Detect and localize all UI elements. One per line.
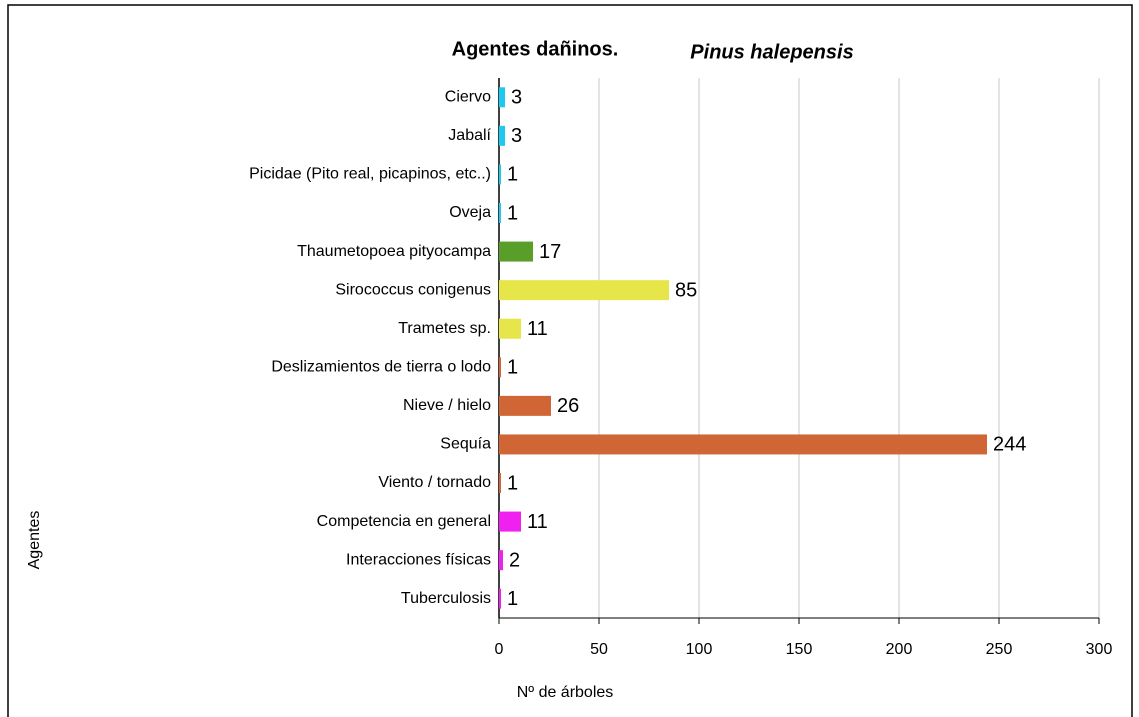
y-tick-label: Tuberculosis [401, 590, 491, 607]
y-tick-label: Picidae (Pito real, picapinos, etc..) [249, 166, 491, 183]
y-tick-label: Trametes sp. [398, 320, 491, 337]
data-label: 3 [511, 125, 522, 147]
bar [499, 164, 501, 185]
x-tick-label: 250 [986, 641, 1013, 658]
y-axis-label: Agentes [26, 511, 43, 570]
y-tick-label: Deslizamientos de tierra o lodo [271, 359, 491, 376]
data-label: 1 [507, 164, 518, 186]
y-tick-label: Sirococcus conigenus [335, 281, 491, 298]
data-label: 85 [675, 279, 697, 301]
data-label: 244 [993, 434, 1026, 456]
bar [499, 434, 987, 455]
data-label: 11 [527, 318, 548, 340]
chart-title: Agentes dañinos. [452, 38, 619, 60]
y-tick-label: Viento / tornado [378, 474, 491, 491]
y-tick-label: Jabalí [448, 127, 491, 144]
x-tick-label: 0 [495, 641, 504, 658]
bar [499, 280, 669, 301]
data-label: 26 [557, 395, 579, 417]
x-tick-label: 100 [686, 641, 713, 658]
y-tick-label: Ciervo [445, 89, 491, 106]
data-label: 3 [511, 87, 522, 109]
x-axis-label: Nº de árboles [517, 684, 614, 701]
y-tick-label: Oveja [449, 204, 491, 221]
y-tick-label: Nieve / hielo [403, 397, 491, 414]
data-label: 11 [527, 511, 548, 533]
data-label: 1 [507, 472, 518, 494]
bar [499, 395, 551, 416]
bar [499, 203, 501, 223]
bar [499, 87, 505, 108]
x-tick-label: 300 [1086, 641, 1113, 658]
bar [499, 241, 533, 262]
x-tick-label: 150 [786, 641, 813, 658]
chart-frame [7, 4, 1133, 717]
bar [499, 550, 503, 571]
x-tick-label: 200 [886, 641, 913, 658]
y-tick-label: Sequía [440, 436, 491, 453]
bar [499, 588, 501, 609]
data-label: 1 [507, 357, 518, 379]
y-tick-label: Interacciones físicas [346, 551, 491, 568]
y-tick-label: Thaumetopoea pityocampa [297, 243, 491, 260]
data-label: 1 [507, 588, 518, 610]
bar [499, 125, 505, 146]
chart-subtitle: Pinus halepensis [690, 41, 853, 63]
bar [499, 473, 501, 493]
bar [499, 357, 501, 378]
bar [499, 318, 521, 339]
bar [499, 511, 521, 532]
y-tick-label: Competencia en general [317, 513, 491, 530]
x-tick-label: 50 [590, 641, 608, 658]
data-label: 2 [509, 549, 520, 571]
data-label: 1 [507, 202, 518, 224]
data-label: 17 [539, 241, 561, 263]
